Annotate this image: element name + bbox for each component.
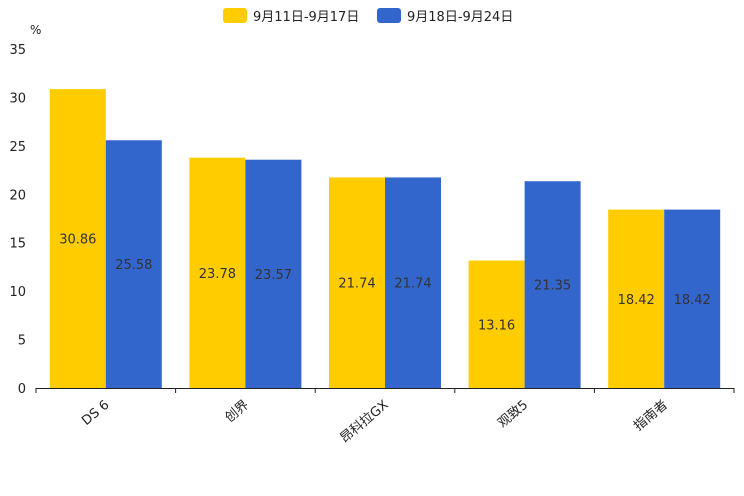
x-tick-label: 观致5 <box>495 398 531 432</box>
x-tick-label: DS 6 <box>79 398 112 429</box>
y-tick-label: 0 <box>18 382 26 397</box>
legend-swatch-series-1 <box>223 8 247 23</box>
y-tick-label: 20 <box>9 188 26 203</box>
bar-1-2 <box>189 157 246 388</box>
data-label: 23.78 <box>199 267 236 282</box>
data-label: 18.42 <box>618 293 655 308</box>
data-label: 21.74 <box>394 277 431 292</box>
x-axis: DS 6 创界 昂科拉GX 观致5 指南者 <box>35 388 735 447</box>
y-tick-label: 10 <box>9 285 26 300</box>
x-tick-label: 昂科拉GX <box>338 398 392 447</box>
data-labels: 30.86 25.58 23.78 23.57 21.74 21.74 13.16 21.35… <box>59 233 711 334</box>
legend: 9月11日-9月17日 9月18日-9月24日 <box>223 8 513 25</box>
bar-2-2 <box>245 159 302 388</box>
bars <box>49 89 721 389</box>
data-label: 13.16 <box>478 318 515 333</box>
x-tick-label: 指南者 <box>631 397 671 434</box>
y-axis: 0 5 10 15 20 25 30 35 <box>9 43 26 397</box>
y-tick-label: 5 <box>18 334 26 349</box>
data-label: 23.57 <box>255 268 292 283</box>
data-label: 18.42 <box>674 293 711 308</box>
y-tick-label: 35 <box>9 43 26 58</box>
bar-1-5 <box>608 209 665 388</box>
bar-1-1 <box>49 89 106 389</box>
data-label: 30.86 <box>59 233 96 248</box>
y-axis-unit-label: % <box>30 23 41 37</box>
bar-2-5 <box>664 209 721 388</box>
x-tick-label: 创界 <box>222 398 252 426</box>
bar-2-1 <box>105 140 162 388</box>
legend-swatch-series-2 <box>377 8 401 23</box>
bar-2-3 <box>385 177 441 388</box>
bar-1-4 <box>468 260 525 388</box>
data-label: 25.58 <box>115 258 152 273</box>
y-tick-label: 25 <box>9 140 26 155</box>
data-label: 21.74 <box>338 277 375 292</box>
legend-label-series-1: 9月11日-9月17日 <box>253 10 359 25</box>
bar-1-3 <box>329 177 385 388</box>
bar-2-4 <box>524 181 581 388</box>
data-label: 21.35 <box>534 279 571 294</box>
y-tick-label: 15 <box>9 237 26 252</box>
legend-label-series-2: 9月18日-9月24日 <box>407 10 513 25</box>
y-tick-label: 30 <box>9 91 26 106</box>
